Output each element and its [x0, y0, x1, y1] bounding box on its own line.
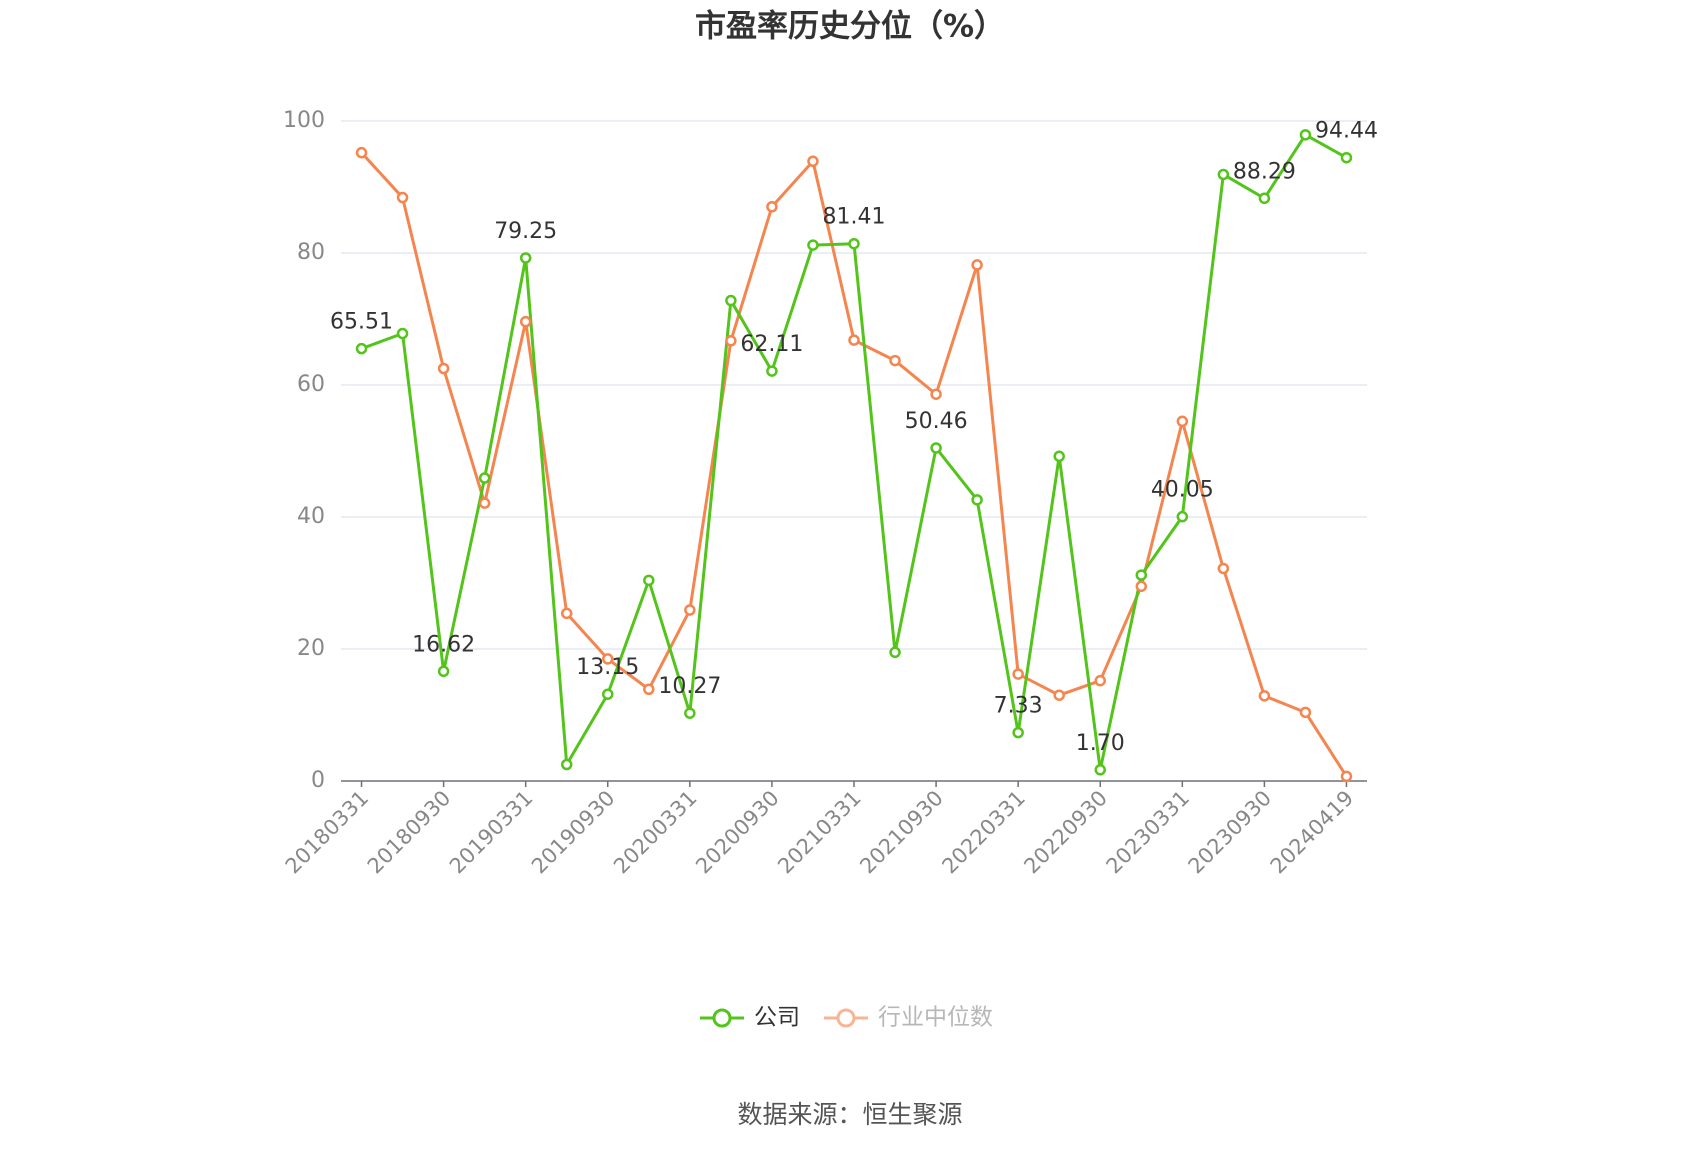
point — [1012, 668, 1024, 680]
x-tick-label: 20180331 — [281, 786, 374, 879]
point — [519, 315, 532, 328]
data-label: 79.25 — [494, 219, 557, 244]
point — [930, 442, 942, 454]
x-tick-label: 20230331 — [1102, 786, 1195, 879]
point — [1094, 674, 1106, 687]
point — [643, 683, 655, 696]
x-tick-label: 20200331 — [609, 786, 702, 879]
point — [1135, 569, 1148, 581]
data-label: 40.05 — [1151, 478, 1214, 503]
point — [1135, 580, 1148, 593]
legend-label: 行业中位数 — [878, 1005, 993, 1031]
x-tick-label: 20220930 — [1019, 786, 1112, 879]
point — [889, 354, 901, 367]
point — [478, 497, 491, 509]
y-tick-label: 60 — [297, 372, 325, 397]
point — [1340, 770, 1353, 783]
point — [1299, 129, 1312, 141]
point — [355, 146, 368, 159]
point — [1258, 192, 1271, 205]
point — [807, 239, 819, 251]
point — [971, 259, 983, 271]
x-tick-label: 20200930 — [691, 786, 784, 879]
point — [437, 665, 450, 678]
x-tick-label: 20190930 — [527, 786, 620, 879]
source: 数据来源：恒生聚源 — [737, 1100, 962, 1129]
point — [396, 327, 409, 340]
legend-marker — [836, 1008, 856, 1028]
point — [1217, 168, 1230, 181]
point — [1053, 450, 1065, 463]
data-label: 62.11 — [740, 332, 803, 357]
point — [1053, 689, 1065, 701]
legend-label: 公司 — [754, 1005, 800, 1031]
point — [971, 494, 983, 506]
point — [1176, 415, 1189, 428]
x-tick-label: 20210930 — [855, 786, 948, 879]
point — [1258, 690, 1271, 702]
legend-marker — [712, 1008, 732, 1028]
data-label: 50.46 — [905, 409, 968, 434]
x-tick-label: 20210331 — [773, 786, 866, 879]
point — [725, 294, 737, 307]
point — [560, 758, 573, 771]
point — [437, 362, 450, 375]
data-label: 10.27 — [658, 674, 721, 699]
point — [1176, 510, 1189, 523]
point — [1299, 706, 1312, 719]
chart-title: 市盈率历史分位（%） — [695, 9, 1005, 45]
y-tick-label: 0 — [311, 768, 325, 793]
x-tick-label: 20220331 — [937, 786, 1030, 879]
data-label: 16.62 — [412, 632, 475, 657]
point — [848, 237, 860, 250]
point — [725, 335, 737, 347]
y-tick-label: 20 — [297, 636, 325, 661]
point — [602, 688, 614, 700]
data-label: 1.70 — [1076, 731, 1125, 756]
point — [560, 607, 573, 620]
y-tick-label: 40 — [297, 504, 325, 529]
data-label: 94.44 — [1315, 119, 1378, 144]
point — [1094, 764, 1106, 776]
point — [602, 653, 614, 665]
x-tick-label: 20240419 — [1266, 786, 1359, 879]
data-label: 81.41 — [823, 205, 886, 230]
x-tick-label: 20230930 — [1184, 786, 1277, 879]
x-tick-label: 20180930 — [363, 786, 456, 879]
point — [1217, 562, 1230, 575]
point — [1012, 726, 1024, 739]
point — [684, 707, 696, 719]
y-tick-label: 100 — [283, 108, 325, 133]
data-label: 65.51 — [330, 310, 393, 335]
point — [396, 191, 409, 204]
point — [684, 604, 696, 616]
point — [355, 342, 368, 355]
legend-item: 行业中位数 — [824, 1005, 993, 1031]
legend-item: 公司 — [700, 1005, 800, 1031]
point — [478, 472, 491, 484]
data-label: 13.15 — [576, 655, 639, 680]
point — [643, 574, 655, 587]
data-label: 7.33 — [994, 694, 1043, 719]
point — [848, 334, 860, 346]
point — [766, 365, 778, 377]
data-label: 88.29 — [1233, 159, 1296, 184]
point — [889, 646, 901, 659]
point — [1340, 151, 1353, 164]
point — [930, 388, 942, 400]
point — [766, 201, 778, 213]
y-tick-label: 80 — [297, 240, 325, 265]
point — [519, 252, 532, 264]
x-tick-label: 20190331 — [445, 786, 538, 879]
point — [807, 155, 819, 168]
